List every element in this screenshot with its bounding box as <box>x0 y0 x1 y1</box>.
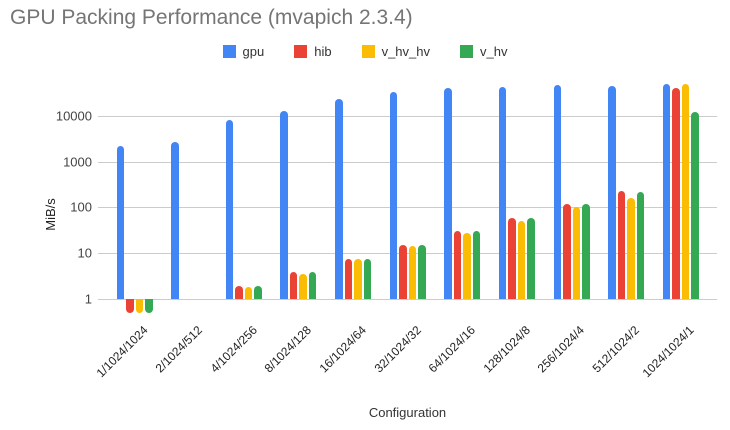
bar-gpu-64/1024/16[interactable] <box>444 88 452 299</box>
bar-gpu-8/1024/128[interactable] <box>280 111 288 299</box>
legend-swatch-v_hv <box>460 44 473 58</box>
y-tick-label-1000: 1000 <box>63 154 92 170</box>
x-tick-label-32/1024/32: 32/1024/32 <box>371 323 424 376</box>
gridline-10 <box>98 253 717 255</box>
bar-v_hv-16/1024/64[interactable] <box>363 258 372 299</box>
legend: gpu hib v_hv_hv v_hv <box>0 42 730 60</box>
bar-v_hv_hv-256/1024/4[interactable] <box>572 207 581 299</box>
legend-label-v_hv: v_hv <box>480 43 508 59</box>
bar-v_hv_hv-64/1024/16[interactable] <box>463 232 471 299</box>
gridline-100 <box>98 207 717 209</box>
y-tick-label-10: 10 <box>77 245 92 261</box>
bar-hib-256/1024/4[interactable] <box>563 203 571 299</box>
legend-item-v_hv[interactable]: v_hv <box>460 44 507 59</box>
y-tick-label-100: 100 <box>70 199 92 215</box>
bar-v_hv-256/1024/4[interactable] <box>582 203 590 299</box>
bar-v_hv-1024/1024/1[interactable] <box>691 112 699 299</box>
x-tick-label-8/1024/128: 8/1024/128 <box>261 323 315 376</box>
x-tick-label-256/1024/4: 256/1024/4 <box>535 323 588 376</box>
x-tick-label-64/1024/16: 64/1024/16 <box>425 323 479 376</box>
bar-hib-32/1024/32[interactable] <box>399 245 407 299</box>
legend-label-v_hv_hv: v_hv_hv <box>381 43 430 59</box>
bar-v_hv-64/1024/16[interactable] <box>472 231 481 299</box>
bar-v_hv_hv-1/1024/1024[interactable] <box>135 299 143 313</box>
bar-v_hv_hv-32/1024/32[interactable] <box>408 245 417 299</box>
bar-v_hv-1/1024/1024[interactable] <box>145 299 153 313</box>
x-tick-label-2/1024/512: 2/1024/512 <box>152 323 206 376</box>
bar-v_hv_hv-512/1024/2[interactable] <box>627 198 635 299</box>
bar-v_hv_hv-1024/1024/1[interactable] <box>681 83 690 299</box>
bar-v_hv-32/1024/32[interactable] <box>418 245 426 299</box>
x-tick-label-128/1024/8: 128/1024/8 <box>480 323 533 376</box>
x-tick-label-16/1024/64: 16/1024/64 <box>316 323 369 376</box>
x-tick-label-1024/1024/1: 1024/1024/1 <box>639 323 697 381</box>
bar-hib-512/1024/2[interactable] <box>617 190 626 299</box>
bar-hib-1/1024/1024[interactable] <box>126 299 134 313</box>
legend-item-gpu[interactable]: gpu <box>222 43 265 59</box>
bar-v_hv-512/1024/2[interactable] <box>636 192 645 299</box>
bar-v_hv_hv-4/1024/256[interactable] <box>244 287 253 299</box>
x-tick-label-1/1024/1024: 1/1024/1024 <box>93 323 151 381</box>
bar-hib-64/1024/16[interactable] <box>453 231 462 299</box>
x-tick-label-512/1024/2: 512/1024/2 <box>589 323 643 376</box>
bar-v_hv_hv-16/1024/64[interactable] <box>354 259 362 299</box>
gridline-1 <box>98 299 717 300</box>
bar-hib-16/1024/64[interactable] <box>344 258 353 299</box>
legend-item-v_hv_hv[interactable]: v_hv_hv <box>361 43 430 59</box>
bar-gpu-4/1024/256[interactable] <box>225 119 234 299</box>
legend-item-hib[interactable]: hib <box>294 43 332 59</box>
legend-swatch-hib <box>294 44 308 58</box>
legend-label-hib: hib <box>314 43 332 59</box>
legend-swatch-v_hv_hv <box>361 44 375 58</box>
bar-gpu-1024/1024/1[interactable] <box>662 83 671 299</box>
y-tick-label-10000: 10000 <box>55 108 92 124</box>
bar-hib-1024/1024/1[interactable] <box>672 88 680 299</box>
bar-v_hv-128/1024/8[interactable] <box>527 217 535 299</box>
bar-v_hv-8/1024/128[interactable] <box>308 272 317 299</box>
legend-swatch-gpu <box>222 44 236 58</box>
bar-gpu-2/1024/512[interactable] <box>171 141 179 299</box>
gridline-10000 <box>98 115 717 117</box>
bar-hib-4/1024/256[interactable] <box>235 286 243 299</box>
gridline-1000 <box>98 161 717 163</box>
bar-hib-128/1024/8[interactable] <box>508 217 516 299</box>
bar-hib-8/1024/128[interactable] <box>289 272 298 299</box>
bar-v_hv-4/1024/256[interactable] <box>254 286 262 299</box>
x-axis-title: Configuration <box>368 405 447 420</box>
y-tick-label-1: 1 <box>84 291 92 307</box>
bar-gpu-512/1024/2[interactable] <box>608 86 616 299</box>
bar-gpu-128/1024/8[interactable] <box>498 87 507 299</box>
bar-gpu-1/1024/1024[interactable] <box>116 146 124 299</box>
bar-gpu-32/1024/32[interactable] <box>389 91 398 299</box>
bar-gpu-16/1024/64[interactable] <box>335 98 343 299</box>
bar-gpu-256/1024/4[interactable] <box>553 85 562 299</box>
bar-v_hv_hv-128/1024/8[interactable] <box>517 220 526 299</box>
legend-label-gpu: gpu <box>242 43 265 59</box>
bar-v_hv_hv-8/1024/128[interactable] <box>299 273 307 299</box>
chart-title: GPU Packing Performance (mvapich 2.3.4) <box>10 6 413 29</box>
x-tick-label-4/1024/256: 4/1024/256 <box>207 323 260 376</box>
